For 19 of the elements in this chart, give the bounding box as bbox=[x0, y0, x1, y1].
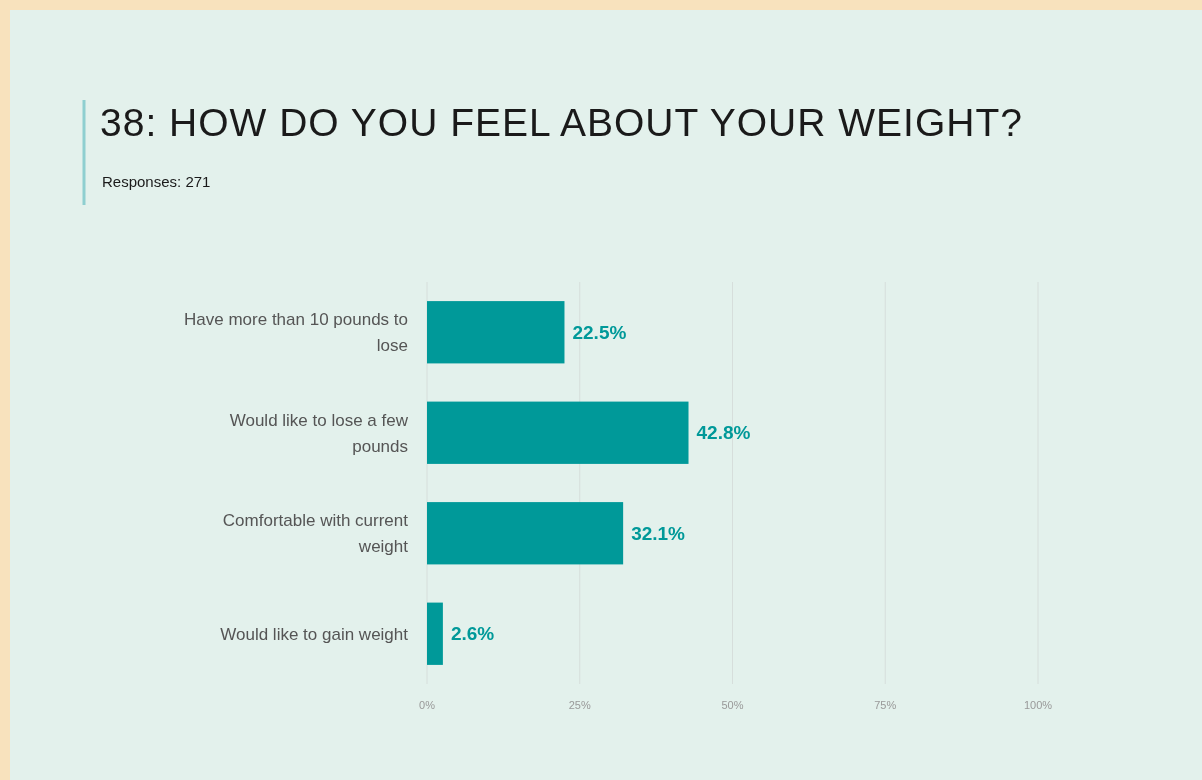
data-label: 42.8% bbox=[696, 422, 751, 444]
data-label: 2.6% bbox=[450, 623, 495, 645]
bar bbox=[427, 602, 443, 665]
x-tick-label: 25% bbox=[568, 699, 591, 711]
data-label: 32.1% bbox=[631, 522, 686, 544]
chart-title: 38: HOW DO YOU FEEL ABOUT YOUR WEIGHT? bbox=[100, 101, 1023, 144]
bar bbox=[427, 401, 689, 464]
bar bbox=[427, 502, 624, 565]
y-tick-label: Would like to lose a few pounds bbox=[229, 410, 409, 456]
y-tick-label: Would like to gain weight bbox=[220, 624, 409, 644]
bar bbox=[427, 301, 565, 364]
y-tick-label: Comfortable with current weight bbox=[222, 511, 409, 557]
x-tick-label: 0% bbox=[419, 699, 436, 711]
data-label: 22.5% bbox=[572, 321, 627, 343]
text: Responses: 271 bbox=[102, 173, 211, 190]
x-tick-label: 100% bbox=[1023, 699, 1053, 711]
x-tick-label: 75% bbox=[874, 699, 897, 711]
y-tick-label: Have more than 10 pounds to lose bbox=[184, 310, 408, 356]
x-tick-label: 50% bbox=[721, 699, 744, 711]
